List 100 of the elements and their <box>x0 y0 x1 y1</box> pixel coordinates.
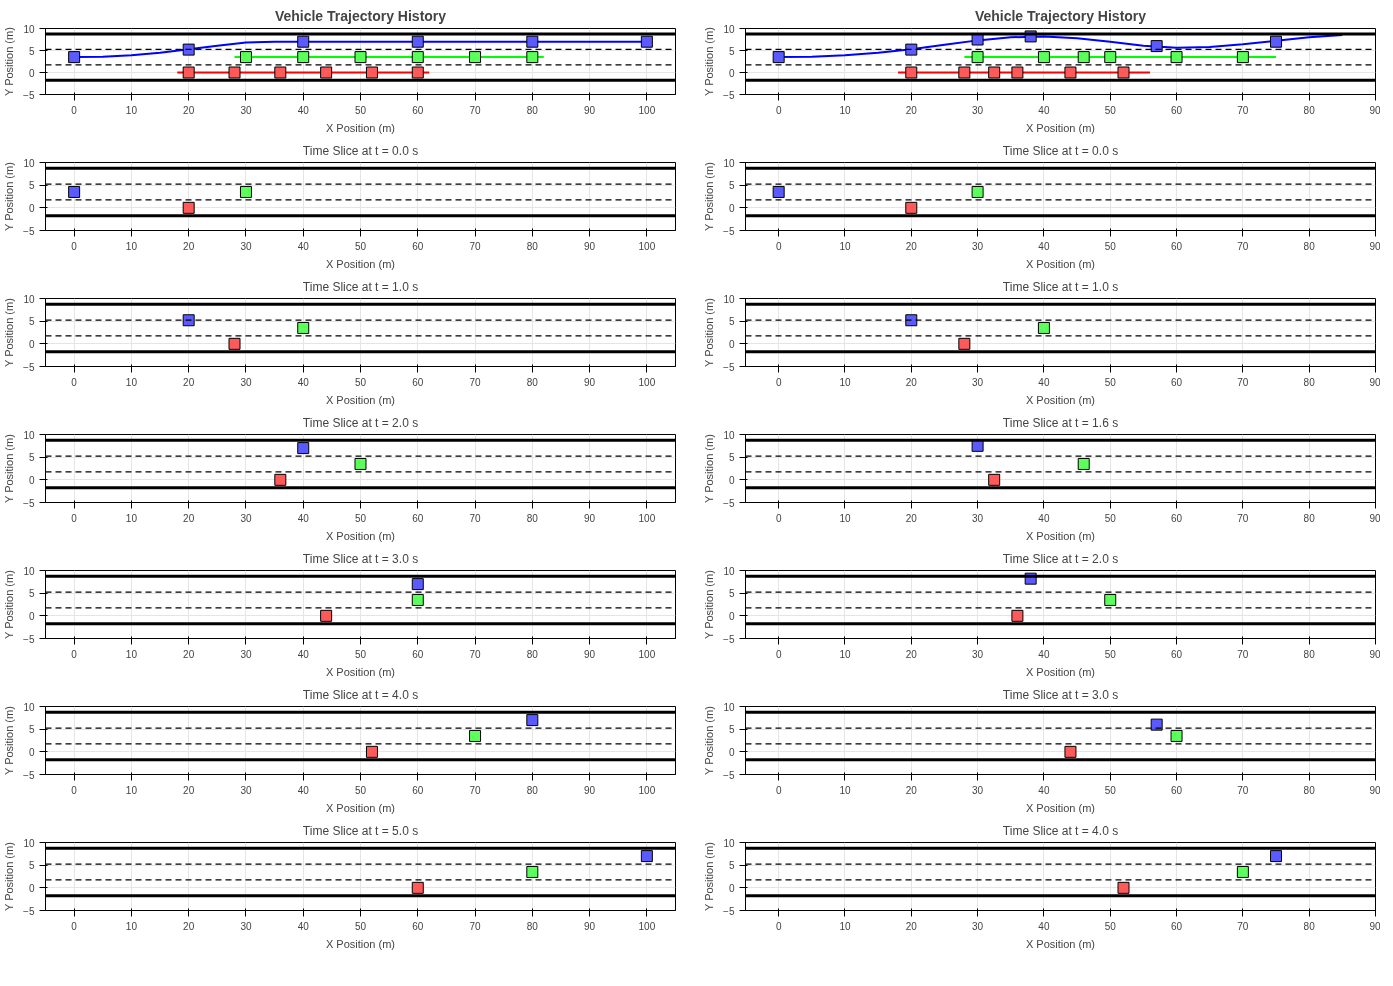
x-tick-label: 70 <box>1237 376 1249 388</box>
chart-title: Time Slice at t = 3.0 s <box>302 551 419 566</box>
x-tick-label: 90 <box>584 512 596 524</box>
point <box>354 51 367 64</box>
x-tick-label: 20 <box>905 240 918 252</box>
y-tick-label: 10 <box>23 293 35 305</box>
y-tick-label: 10 <box>23 565 35 577</box>
x-tick-label: 50 <box>354 648 367 660</box>
x-tick-label: 90 <box>1369 784 1381 796</box>
y-tick-label: 0 <box>28 202 35 214</box>
y-axis-title: Y Position (m) <box>3 434 16 504</box>
x-tick-label: 10 <box>125 784 138 796</box>
x-tick-label: 100 <box>638 784 656 796</box>
y-tick-label: 10 <box>723 701 735 713</box>
point <box>1077 51 1090 64</box>
x-tick-label: 20 <box>905 920 918 932</box>
x-tick-label: 0 <box>71 512 78 524</box>
point <box>469 729 482 742</box>
x-axis-title: X Position (m) <box>325 393 396 406</box>
x-tick-label: 40 <box>297 512 310 524</box>
x-tick-label: 70 <box>469 648 482 660</box>
x-axis-title: X Position (m) <box>1025 665 1096 678</box>
point <box>365 66 378 79</box>
x-tick-label: 80 <box>1303 376 1316 388</box>
x-tick-label: 40 <box>297 648 310 660</box>
x-tick-label: 50 <box>1104 784 1117 796</box>
point <box>1064 66 1077 79</box>
y-tick-label: 10 <box>723 157 735 169</box>
x-tick-label: 20 <box>905 648 918 660</box>
x-axis-title: X Position (m) <box>325 121 396 134</box>
x-tick-label: 60 <box>1170 784 1183 796</box>
x-axis-title: X Position (m) <box>1025 393 1096 406</box>
x-tick-label: 10 <box>125 920 138 932</box>
point <box>365 745 378 758</box>
y-tick-label: 10 <box>23 701 35 713</box>
x-tick-label: 50 <box>1104 920 1117 932</box>
point <box>182 43 195 56</box>
x-tick-label: 50 <box>354 512 367 524</box>
x-tick-label: 80 <box>526 920 539 932</box>
x-tick-label: 10 <box>125 376 138 388</box>
y-tick-label: 5 <box>28 45 35 57</box>
chart-title: Time Slice at t = 3.0 s <box>1002 687 1119 702</box>
y-tick-label: 5 <box>728 45 735 57</box>
point <box>239 51 252 64</box>
point <box>1011 66 1024 79</box>
point <box>320 66 333 79</box>
y-tick-label: 10 <box>23 837 35 849</box>
x-tick-label: 20 <box>905 104 918 116</box>
x-tick-label: 70 <box>469 920 482 932</box>
point <box>182 66 195 79</box>
x-tick-label: 80 <box>1303 784 1316 796</box>
point <box>1104 593 1117 606</box>
x-tick-label: 90 <box>1369 920 1381 932</box>
x-tick-label: 80 <box>526 648 539 660</box>
chart-title: Time Slice at t = 1.0 s <box>302 279 419 294</box>
point <box>958 66 971 79</box>
y-tick-label: 5 <box>28 316 35 328</box>
point <box>1150 40 1163 53</box>
x-tick-label: 70 <box>469 784 482 796</box>
x-tick-label: 60 <box>412 376 424 388</box>
x-tick-label: 0 <box>775 104 782 116</box>
y-tick-label: 5 <box>28 588 35 600</box>
y-tick-label: −5 <box>23 769 35 781</box>
y-tick-label: 0 <box>28 67 35 79</box>
y-tick-label: 5 <box>728 316 735 328</box>
point <box>320 609 333 622</box>
x-tick-label: 50 <box>1104 376 1117 388</box>
x-tick-label: 90 <box>1369 648 1381 660</box>
x-tick-label: 20 <box>183 512 195 524</box>
y-axis-title: Y Position (m) <box>3 706 16 776</box>
x-tick-label: 60 <box>412 512 424 524</box>
x-tick-label: 50 <box>354 376 367 388</box>
point <box>1117 66 1130 79</box>
x-axis-title: X Position (m) <box>325 937 396 950</box>
x-tick-label: 20 <box>183 376 195 388</box>
y-tick-label: 10 <box>723 293 735 305</box>
x-tick-label: 10 <box>125 240 138 252</box>
x-tick-label: 100 <box>638 648 656 660</box>
x-tick-label: 80 <box>526 240 539 252</box>
x-tick-label: 60 <box>1170 376 1183 388</box>
x-tick-label: 100 <box>638 920 656 932</box>
point <box>1077 457 1090 470</box>
y-tick-label: −5 <box>23 361 35 373</box>
x-tick-label: 70 <box>469 240 482 252</box>
point <box>469 51 482 64</box>
point <box>297 35 310 48</box>
x-tick-label: 60 <box>412 104 424 116</box>
point <box>1236 865 1249 878</box>
x-tick-label: 0 <box>71 920 78 932</box>
point <box>1064 745 1077 758</box>
chart-title: Time Slice at t = 2.0 s <box>302 415 419 430</box>
point <box>411 578 424 591</box>
x-tick-label: 10 <box>839 920 851 932</box>
x-axis-title: X Position (m) <box>325 257 396 270</box>
y-tick-label: 0 <box>28 474 35 486</box>
y-axis-title: Y Position (m) <box>703 162 716 232</box>
point <box>988 473 1001 486</box>
x-tick-label: 0 <box>775 784 782 796</box>
point <box>1037 321 1050 334</box>
point <box>274 473 287 486</box>
